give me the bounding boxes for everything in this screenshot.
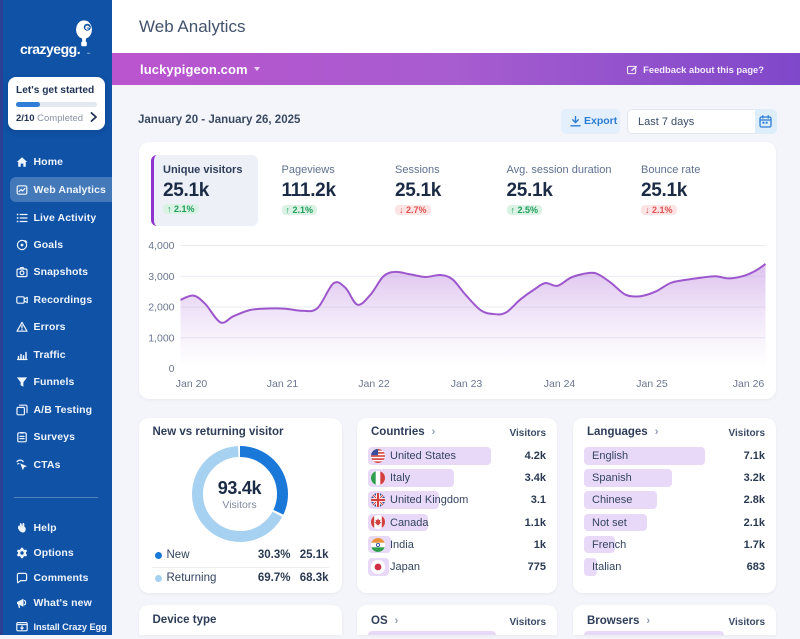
svg-text:3,000: 3,000 [148, 271, 174, 283]
svg-text:Jan 20: Jan 20 [175, 378, 207, 390]
svg-text:1,000: 1,000 [148, 333, 174, 345]
svg-text:Jan 24: Jan 24 [543, 378, 575, 390]
svg-text:0: 0 [168, 363, 174, 375]
svg-text:Jan 26: Jan 26 [732, 378, 764, 390]
svg-text:Jan 25: Jan 25 [636, 378, 668, 390]
svg-text:4,000: 4,000 [148, 240, 174, 252]
svg-text:crazyegg.: crazyegg. [20, 41, 80, 57]
svg-text:Jan 22: Jan 22 [358, 378, 390, 390]
svg-text:2,000: 2,000 [148, 302, 174, 314]
svg-text:Jan 23: Jan 23 [450, 378, 482, 390]
svg-text:Jan 21: Jan 21 [266, 378, 298, 390]
